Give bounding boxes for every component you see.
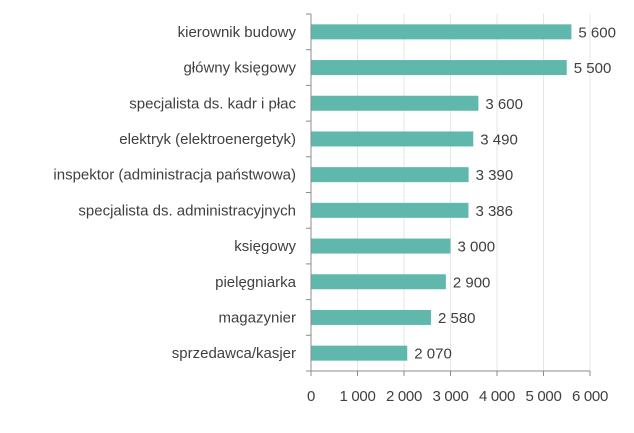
x-tick-label: 1 000 bbox=[339, 388, 375, 405]
bar bbox=[311, 274, 446, 290]
category-label: inspektor (administracja państwowa) bbox=[53, 167, 296, 184]
category-label: elektryk (elektroenergetyk) bbox=[119, 131, 296, 148]
category-label: pielęgniarka bbox=[215, 274, 297, 291]
bar bbox=[311, 95, 479, 111]
category-label: główny księgowy bbox=[183, 60, 296, 77]
category-label: magazynier bbox=[218, 309, 296, 326]
data-label: 5 500 bbox=[574, 60, 612, 77]
bar bbox=[311, 167, 469, 183]
data-label: 3 386 bbox=[475, 203, 513, 220]
data-label: 5 600 bbox=[578, 24, 616, 41]
x-tick-label: 6 000 bbox=[572, 388, 608, 405]
data-label: 2 580 bbox=[438, 310, 476, 327]
data-label: 2 070 bbox=[414, 346, 452, 363]
category-label: specjalista ds. kadr i płac bbox=[129, 95, 296, 112]
data-label: 3 390 bbox=[476, 167, 514, 184]
x-tick-label: 4 000 bbox=[479, 388, 515, 405]
category-label: kierownik budowy bbox=[178, 24, 297, 41]
category-label: specjalista ds. administracyjnych bbox=[78, 202, 296, 219]
x-tick-label: 2 000 bbox=[386, 388, 422, 405]
x-tick-label: 3 000 bbox=[432, 388, 468, 405]
category-label: księgowy bbox=[234, 238, 296, 255]
data-label: 2 900 bbox=[453, 274, 491, 291]
data-label: 3 600 bbox=[485, 96, 523, 113]
data-label: 3 490 bbox=[480, 131, 518, 148]
bar bbox=[311, 202, 469, 218]
x-tick-label: 0 bbox=[307, 388, 315, 405]
bar bbox=[311, 345, 408, 361]
bar bbox=[311, 60, 567, 76]
data-label: 3 000 bbox=[458, 239, 496, 256]
bar bbox=[311, 24, 572, 40]
bar bbox=[311, 309, 431, 325]
x-tick-label: 5 000 bbox=[525, 388, 561, 405]
bar bbox=[311, 238, 451, 254]
bar bbox=[311, 131, 474, 147]
category-label: sprzedawca/kasjer bbox=[172, 345, 296, 362]
